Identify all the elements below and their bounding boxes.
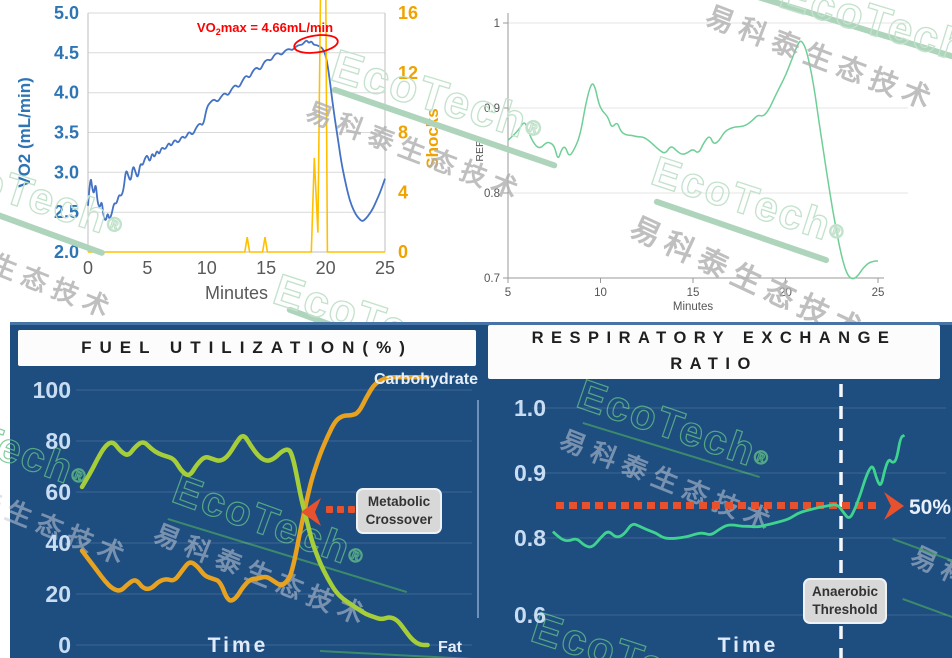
fuel-and-rer-charts: 100 80 60 40 20 0 Carbohydrate Fat Time 1.0 0.9 0.8… — [33, 371, 951, 658]
svg-text:RER: RER — [476, 139, 486, 162]
svg-text:40: 40 — [45, 530, 71, 556]
rer-minutes-chart: 1 0.9 0.8 0.7 5 10 15 20 25 Minutes RER — [476, 13, 908, 313]
svg-text:10: 10 — [594, 287, 607, 299]
svg-text:20: 20 — [779, 287, 792, 299]
svg-text:Minutes: Minutes — [205, 283, 268, 303]
svg-text:4.5: 4.5 — [54, 43, 79, 63]
bottom-panel: 100 80 60 40 20 0 Carbohydrate Fat Time 1.0 0.9 0.8… — [10, 322, 952, 658]
vo2-shocks-chart: 2.0 2.5 3.0 3.5 4.0 4.5 5.0 0 4 8 12 16 0 5 10 15 20 25 Mi… — [15, 0, 442, 303]
svg-text:Shocks: Shocks — [423, 108, 442, 168]
svg-text:8: 8 — [398, 123, 408, 143]
vo2max-annotation: VO2max = 4.66mL/min — [197, 20, 333, 37]
svg-text:15: 15 — [687, 287, 700, 299]
svg-text:0: 0 — [83, 258, 93, 278]
svg-text:16: 16 — [398, 3, 418, 23]
svg-text:Minutes: Minutes — [673, 301, 714, 313]
fuel-chart-title: FUEL UTILIZATION(%) — [18, 330, 476, 366]
svg-text:25: 25 — [375, 258, 395, 278]
svg-text:100: 100 — [33, 377, 71, 403]
svg-text:20: 20 — [45, 581, 71, 607]
svg-text:1.0: 1.0 — [514, 395, 546, 421]
svg-text:0.9: 0.9 — [484, 103, 500, 115]
svg-text:5.0: 5.0 — [54, 3, 79, 23]
svg-text:60: 60 — [45, 479, 71, 505]
svg-text:0: 0 — [58, 632, 71, 658]
fifty-percent-arrow — [884, 492, 904, 520]
svg-text:50%: 50% — [909, 496, 951, 519]
rer-chart-title: RESPIRATORY EXCHANGE RATIO — [488, 325, 940, 379]
svg-text:0.8: 0.8 — [484, 188, 500, 200]
svg-text:2.0: 2.0 — [54, 242, 79, 262]
svg-text:0.6: 0.6 — [514, 602, 546, 628]
svg-text:12: 12 — [398, 63, 418, 83]
panel-top-strip — [10, 322, 952, 325]
svg-text:25: 25 — [872, 287, 885, 299]
svg-text:20: 20 — [316, 258, 336, 278]
svg-text:1: 1 — [494, 18, 500, 30]
svg-text:Fat: Fat — [438, 639, 463, 656]
svg-text:80: 80 — [45, 428, 71, 454]
svg-text:4.0: 4.0 — [54, 83, 79, 103]
svg-text:3.5: 3.5 — [54, 123, 79, 143]
svg-text:5: 5 — [505, 287, 511, 299]
vo2max-circle — [293, 34, 339, 54]
fuel-chart-title-text: FUEL UTILIZATION(%) — [81, 338, 413, 357]
svg-text:0.7: 0.7 — [484, 273, 500, 285]
rer-chart-title-text: RESPIRATORY EXCHANGE RATIO — [531, 329, 897, 373]
svg-text:VO2 (mL/min): VO2 (mL/min) — [15, 77, 34, 188]
svg-text:0: 0 — [398, 242, 408, 262]
anaerobic-threshold-callout: Anaerobic Threshold — [803, 578, 887, 625]
svg-text:0.9: 0.9 — [514, 460, 546, 486]
svg-text:Time: Time — [718, 634, 779, 657]
svg-text:10: 10 — [197, 258, 217, 278]
svg-text:4: 4 — [398, 182, 408, 202]
svg-text:0.8: 0.8 — [514, 525, 546, 551]
svg-text:Carbohydrate: Carbohydrate — [374, 371, 478, 388]
svg-text:Time: Time — [208, 634, 269, 657]
svg-text:2.5: 2.5 — [54, 202, 79, 222]
svg-text:15: 15 — [256, 258, 276, 278]
svg-text:3.0: 3.0 — [54, 162, 79, 182]
svg-text:5: 5 — [142, 258, 152, 278]
metabolic-crossover-callout: Metabolic Crossover — [356, 488, 442, 535]
